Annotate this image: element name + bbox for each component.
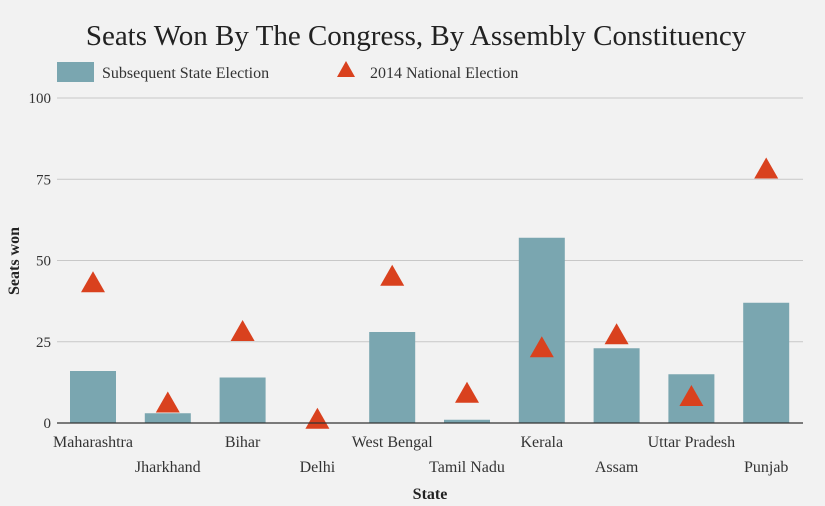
x-tick-label-punjab: Punjab [744, 459, 788, 476]
x-axis-title: State [413, 486, 448, 503]
legend-label-state-election: Subsequent State Election [102, 65, 269, 82]
legend-label-national-election: 2014 National Election [370, 65, 518, 82]
x-tick-label-maharashtra: Maharashtra [53, 434, 133, 451]
bar-maharashtra [70, 371, 116, 423]
x-tick-label-tamil-nadu: Tamil Nadu [429, 459, 505, 476]
marker-bihar [230, 320, 255, 341]
y-axis-title: Seats won [6, 227, 23, 295]
y-tick-label-50: 50 [36, 254, 51, 270]
marker-kerala [529, 336, 554, 358]
marker-punjab [754, 157, 779, 179]
marker-uttar-pradesh [679, 385, 704, 406]
x-tick-label-delhi: Delhi [300, 459, 336, 476]
x-tick-label-uttar-pradesh: Uttar Pradesh [648, 434, 736, 451]
chart-title: Seats Won By The Congress, By Assembly C… [86, 20, 747, 52]
bars-state-election [70, 237, 790, 423]
y-tick-label-75: 75 [36, 172, 51, 188]
bar-jharkhand [144, 413, 191, 423]
y-tick-label-0: 0 [44, 416, 52, 432]
bar-tamil-nadu [444, 419, 490, 423]
marker-tamil-nadu [455, 381, 479, 403]
x-tick-label-west-bengal: West Bengal [352, 434, 433, 451]
marker-delhi [305, 407, 330, 429]
bar-west-bengal [369, 332, 416, 423]
marker-maharashtra [81, 271, 105, 293]
bar-assam [593, 348, 640, 423]
x-tick-label-bihar: Bihar [225, 434, 261, 451]
bar-kerala [518, 237, 565, 423]
x-tick-label-assam: Assam [595, 459, 639, 476]
bar-punjab [743, 302, 790, 423]
x-tick-label-kerala: Kerala [520, 434, 563, 451]
legend-swatch-bar [57, 62, 94, 82]
y-tick-label-100: 100 [29, 91, 52, 107]
x-tick-label-jharkhand: Jharkhand [135, 459, 201, 476]
marker-assam [604, 323, 629, 345]
bar-bihar [219, 377, 266, 423]
y-tick-label-25: 25 [36, 335, 51, 351]
y-axis-ticks: 0 25 50 75 100 [29, 91, 52, 432]
legend: Subsequent State Election 2014 National … [57, 61, 518, 82]
marker-west-bengal [380, 264, 405, 286]
marker-jharkhand [155, 391, 180, 413]
legend-swatch-triangle [337, 61, 355, 77]
gridlines [57, 97, 803, 343]
